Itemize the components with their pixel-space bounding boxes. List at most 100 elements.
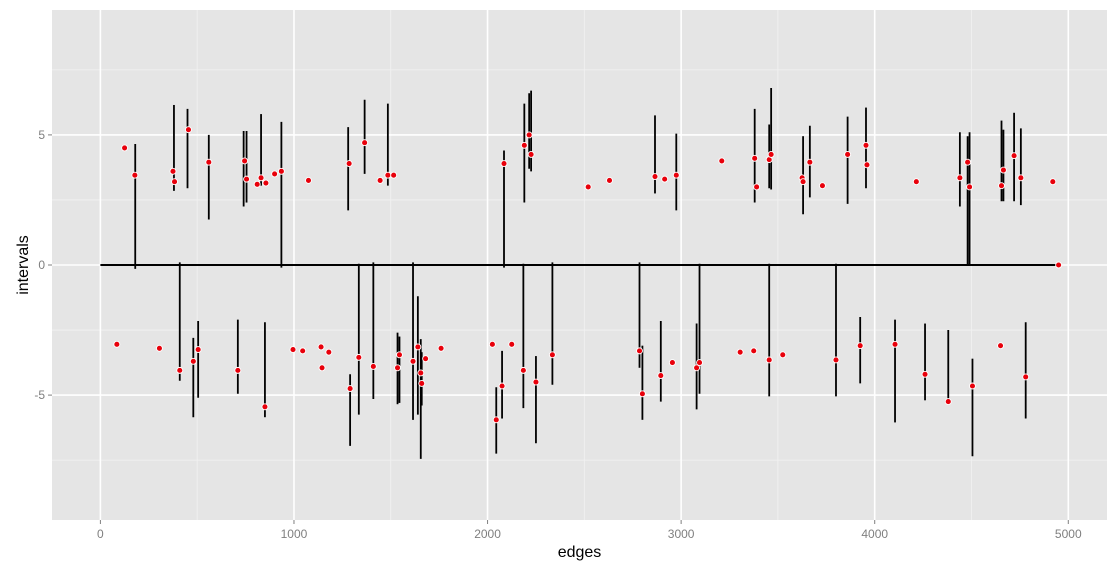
data-point (1022, 373, 1030, 381)
data-point (317, 343, 325, 351)
data-point (856, 342, 864, 350)
data-point (844, 150, 852, 158)
data-point (672, 171, 680, 179)
data-point (751, 154, 759, 162)
data-point (185, 126, 192, 134)
data-point (999, 166, 1007, 174)
data-point (606, 176, 613, 184)
data-point (862, 141, 870, 149)
y-tick-label: -5 (34, 388, 45, 402)
data-point (696, 359, 703, 367)
data-point (417, 369, 425, 377)
data-point (492, 416, 500, 424)
data-point (767, 150, 775, 158)
data-point (638, 390, 646, 398)
data-point (818, 182, 826, 190)
x-tick-label: 1000 (281, 527, 308, 541)
data-point (912, 178, 920, 186)
data-point (750, 347, 758, 355)
data-point (261, 403, 269, 411)
data-point (863, 161, 871, 169)
data-point (657, 372, 665, 380)
x-tick-label: 3000 (668, 527, 695, 541)
data-point (241, 157, 249, 165)
data-point (969, 382, 976, 390)
x-tick-label: 2000 (474, 527, 501, 541)
data-point (1055, 261, 1063, 269)
data-point (253, 180, 261, 188)
data-point (584, 183, 592, 191)
data-point (519, 366, 527, 374)
y-tick-label: 5 (38, 128, 45, 142)
data-point (318, 364, 326, 372)
data-point (390, 171, 398, 179)
data-point (418, 379, 426, 387)
data-point (305, 176, 312, 184)
data-point (765, 356, 773, 364)
y-tick-label: 0 (38, 258, 45, 272)
data-point (325, 348, 333, 356)
data-point (806, 158, 814, 166)
data-point (956, 174, 964, 182)
data-points (113, 126, 1063, 424)
data-point (753, 183, 761, 191)
data-point (799, 178, 807, 186)
data-point (1017, 174, 1025, 182)
data-point (779, 351, 787, 359)
data-point (234, 366, 242, 374)
data-point (384, 171, 392, 179)
data-point (832, 356, 840, 364)
data-point (661, 175, 669, 183)
y-axis-ticks: -5 0 5 (34, 128, 52, 402)
data-point (520, 141, 528, 149)
data-point (189, 357, 197, 365)
data-point (1049, 178, 1057, 186)
data-point (997, 342, 1004, 350)
data-point (693, 364, 701, 372)
data-point (422, 355, 430, 363)
data-point (277, 167, 285, 175)
data-point (944, 398, 952, 406)
data-point (194, 346, 202, 354)
data-point (355, 353, 363, 361)
data-point (718, 157, 726, 165)
data-point (508, 340, 516, 348)
data-point (736, 348, 744, 356)
x-tick-label: 0 (97, 527, 104, 541)
data-point (966, 183, 974, 191)
data-point (171, 178, 178, 186)
x-axis-title: edges (558, 544, 602, 561)
data-point (437, 344, 445, 352)
data-point (155, 344, 163, 352)
data-point (488, 340, 496, 348)
data-point (369, 363, 377, 370)
data-point (891, 340, 899, 348)
data-point (262, 179, 270, 187)
data-point (651, 173, 659, 180)
data-point (636, 347, 643, 355)
data-point (532, 378, 540, 386)
x-tick-label: 5000 (1055, 527, 1082, 541)
data-point (121, 144, 129, 152)
data-point (361, 139, 369, 147)
data-point (414, 343, 422, 351)
data-point (346, 385, 354, 393)
data-point (921, 370, 929, 378)
data-point (376, 176, 384, 184)
data-point (668, 359, 676, 367)
interval-segments (134, 88, 1027, 459)
data-point (498, 382, 506, 390)
data-point (169, 167, 177, 175)
data-point (205, 158, 213, 166)
data-point (394, 364, 401, 372)
data-point (176, 366, 184, 374)
data-point (548, 351, 556, 359)
x-tick-label: 4000 (861, 527, 888, 541)
data-point (964, 158, 972, 166)
data-point (131, 171, 139, 179)
y-axis-title: intervals (15, 235, 32, 295)
x-axis-ticks: 0 1000 2000 3000 4000 5000 (97, 520, 1082, 541)
data-point (113, 340, 121, 348)
